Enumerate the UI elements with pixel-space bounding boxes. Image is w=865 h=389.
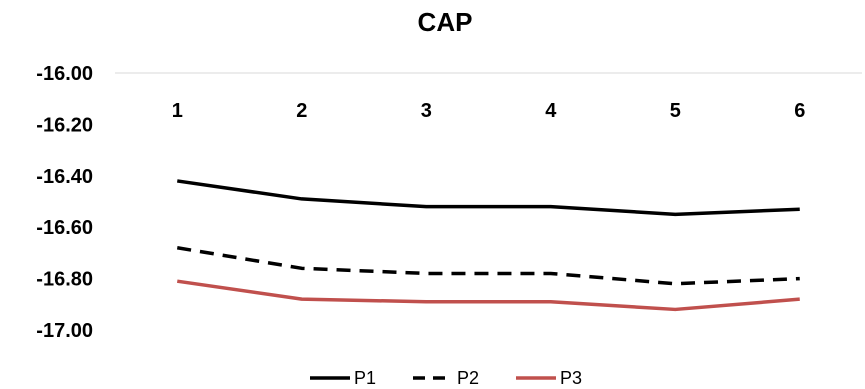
chart-title: CAP — [418, 7, 473, 37]
y-tick-label: -17.00 — [36, 320, 93, 342]
x-tick-label: 5 — [670, 100, 681, 122]
series-line-p1 — [177, 181, 800, 214]
legend: P1 P2 P3 — [310, 368, 582, 388]
x-tick-label: 6 — [794, 100, 805, 122]
series-line-p2 — [177, 248, 800, 284]
x-axis-ticks: 1 2 3 4 5 6 — [172, 100, 806, 122]
y-axis-ticks: -16.00 -16.20 -16.40 -16.60 -16.80 -17.00 — [36, 63, 93, 342]
y-tick-label: -16.20 — [36, 114, 93, 136]
legend-label-p3: P3 — [560, 368, 582, 388]
x-tick-label: 4 — [545, 100, 557, 122]
x-tick-label: 3 — [421, 100, 432, 122]
series-lines — [177, 181, 800, 310]
legend-label-p2: P2 — [457, 368, 479, 388]
x-tick-label: 2 — [296, 100, 307, 122]
series-line-p3 — [177, 281, 800, 309]
legend-label-p1: P1 — [354, 368, 376, 388]
y-tick-label: -16.60 — [36, 217, 93, 239]
y-tick-label: -16.80 — [36, 269, 93, 291]
x-tick-label: 1 — [172, 100, 183, 122]
y-tick-label: -16.40 — [36, 166, 93, 188]
y-tick-label: -16.00 — [36, 63, 93, 85]
